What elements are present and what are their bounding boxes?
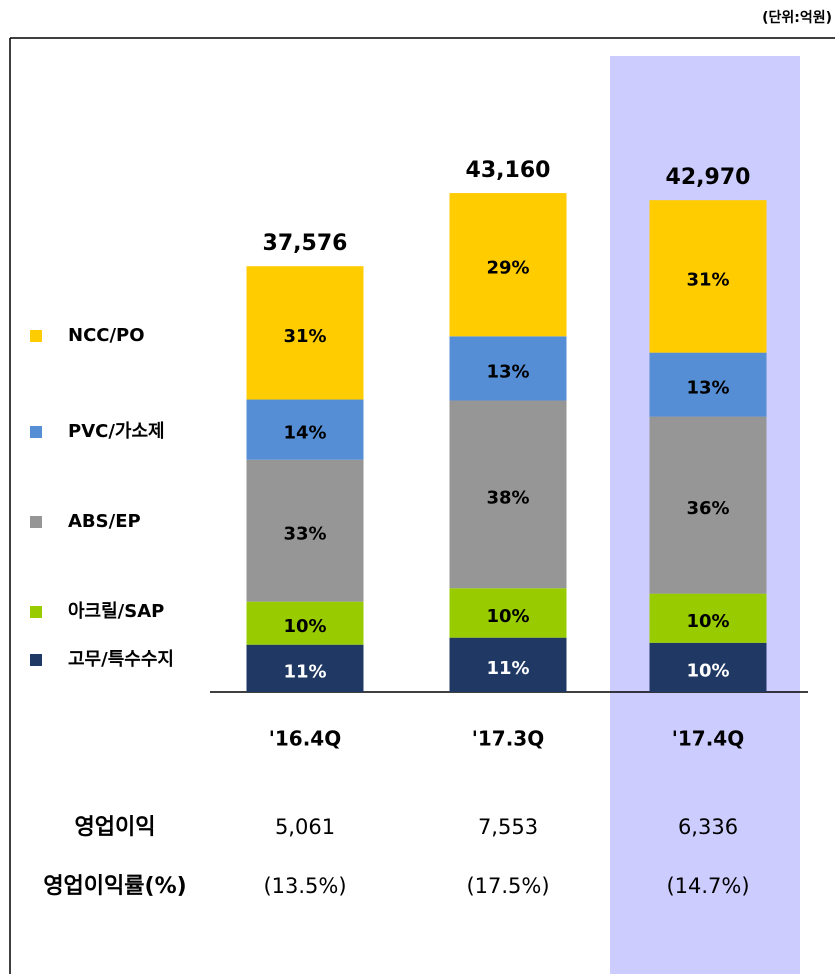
bar-segment: [649, 200, 767, 353]
value-label: 31%: [686, 269, 729, 290]
value-label: 11%: [283, 661, 326, 682]
bar-segment: [449, 637, 567, 692]
value-label: 10%: [283, 616, 326, 637]
bar-segment: [649, 642, 767, 692]
legend-swatch: [30, 516, 42, 528]
bar-segment: [449, 193, 567, 337]
row-value: 6,336: [678, 815, 738, 839]
legend-label: 아크릴/SAP: [68, 600, 164, 622]
x-tick-label: '16.4Q: [269, 727, 341, 751]
row-label: 영업이익률(%): [43, 874, 186, 899]
legend-swatch: [30, 654, 42, 666]
value-label: 10%: [686, 660, 729, 681]
bar-segment: [449, 336, 567, 401]
value-label: 33%: [283, 524, 326, 545]
bar-segment: [649, 352, 767, 417]
value-label: 29%: [486, 258, 529, 279]
row-value: (17.5%): [466, 874, 549, 898]
legend-swatch: [30, 426, 42, 438]
bar-segment: [246, 644, 364, 692]
value-label: 13%: [486, 361, 529, 382]
row-value: (14.7%): [666, 874, 749, 898]
value-label: 14%: [283, 423, 326, 444]
legend-label: ABS/EP: [68, 511, 141, 532]
bar-segment: [449, 400, 567, 589]
legend-swatch: [30, 606, 42, 618]
row-value: (13.5%): [263, 874, 346, 898]
bar-segment: [649, 416, 767, 594]
bar-segment: [246, 399, 364, 460]
value-label: 10%: [686, 611, 729, 632]
bar-segment: [246, 266, 364, 400]
bar-segment: [246, 601, 364, 645]
value-label: 36%: [686, 498, 729, 519]
legend-label: NCC/PO: [68, 325, 145, 346]
legend-label: 고무/특수수지: [68, 649, 174, 670]
bar-segment: [649, 593, 767, 643]
x-tick-label: '17.3Q: [472, 727, 544, 751]
bar-segment: [246, 459, 364, 602]
unit-label: (단위:억원): [762, 9, 832, 26]
total-label: 43,160: [466, 158, 551, 183]
x-tick-label: '17.4Q: [672, 727, 744, 751]
legend-swatch: [30, 330, 42, 342]
row-value: 5,061: [275, 815, 335, 839]
value-label: 38%: [486, 487, 529, 508]
value-label: 13%: [686, 378, 729, 399]
bar-segment: [449, 588, 567, 638]
total-label: 42,970: [666, 165, 751, 190]
legend-label: PVC/가소제: [68, 421, 165, 442]
value-label: 10%: [486, 606, 529, 627]
row-value: 7,553: [478, 815, 538, 839]
value-label: 11%: [486, 658, 529, 679]
total-label: 37,576: [263, 231, 348, 256]
value-label: 31%: [283, 326, 326, 347]
row-label: 영업이익: [75, 815, 156, 840]
